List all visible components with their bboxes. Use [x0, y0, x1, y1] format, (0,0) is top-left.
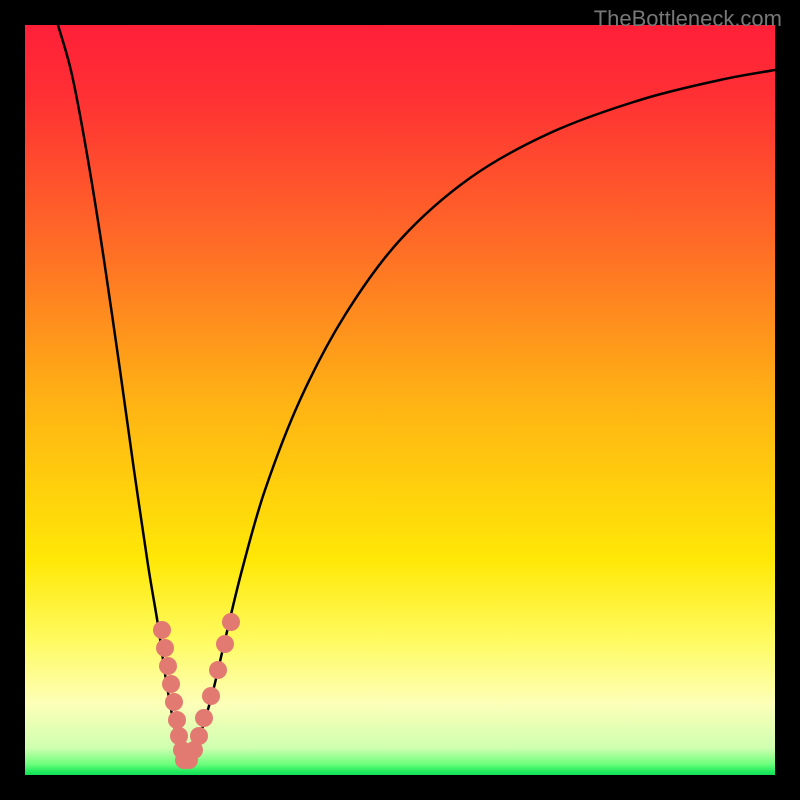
chart-container: TheBottleneck.com — [0, 0, 800, 800]
marker-point — [168, 711, 186, 729]
marker-point — [216, 635, 234, 653]
curve-right-branch — [184, 70, 775, 762]
marker-point — [153, 621, 171, 639]
marker-point — [195, 709, 213, 727]
marker-point — [209, 661, 227, 679]
marker-point — [222, 613, 240, 631]
markers-layer — [153, 613, 240, 769]
marker-point — [190, 727, 208, 745]
marker-point — [156, 639, 174, 657]
marker-point — [165, 693, 183, 711]
marker-point — [162, 675, 180, 693]
curve-plot — [0, 0, 800, 800]
marker-point — [202, 687, 220, 705]
marker-point — [159, 657, 177, 675]
